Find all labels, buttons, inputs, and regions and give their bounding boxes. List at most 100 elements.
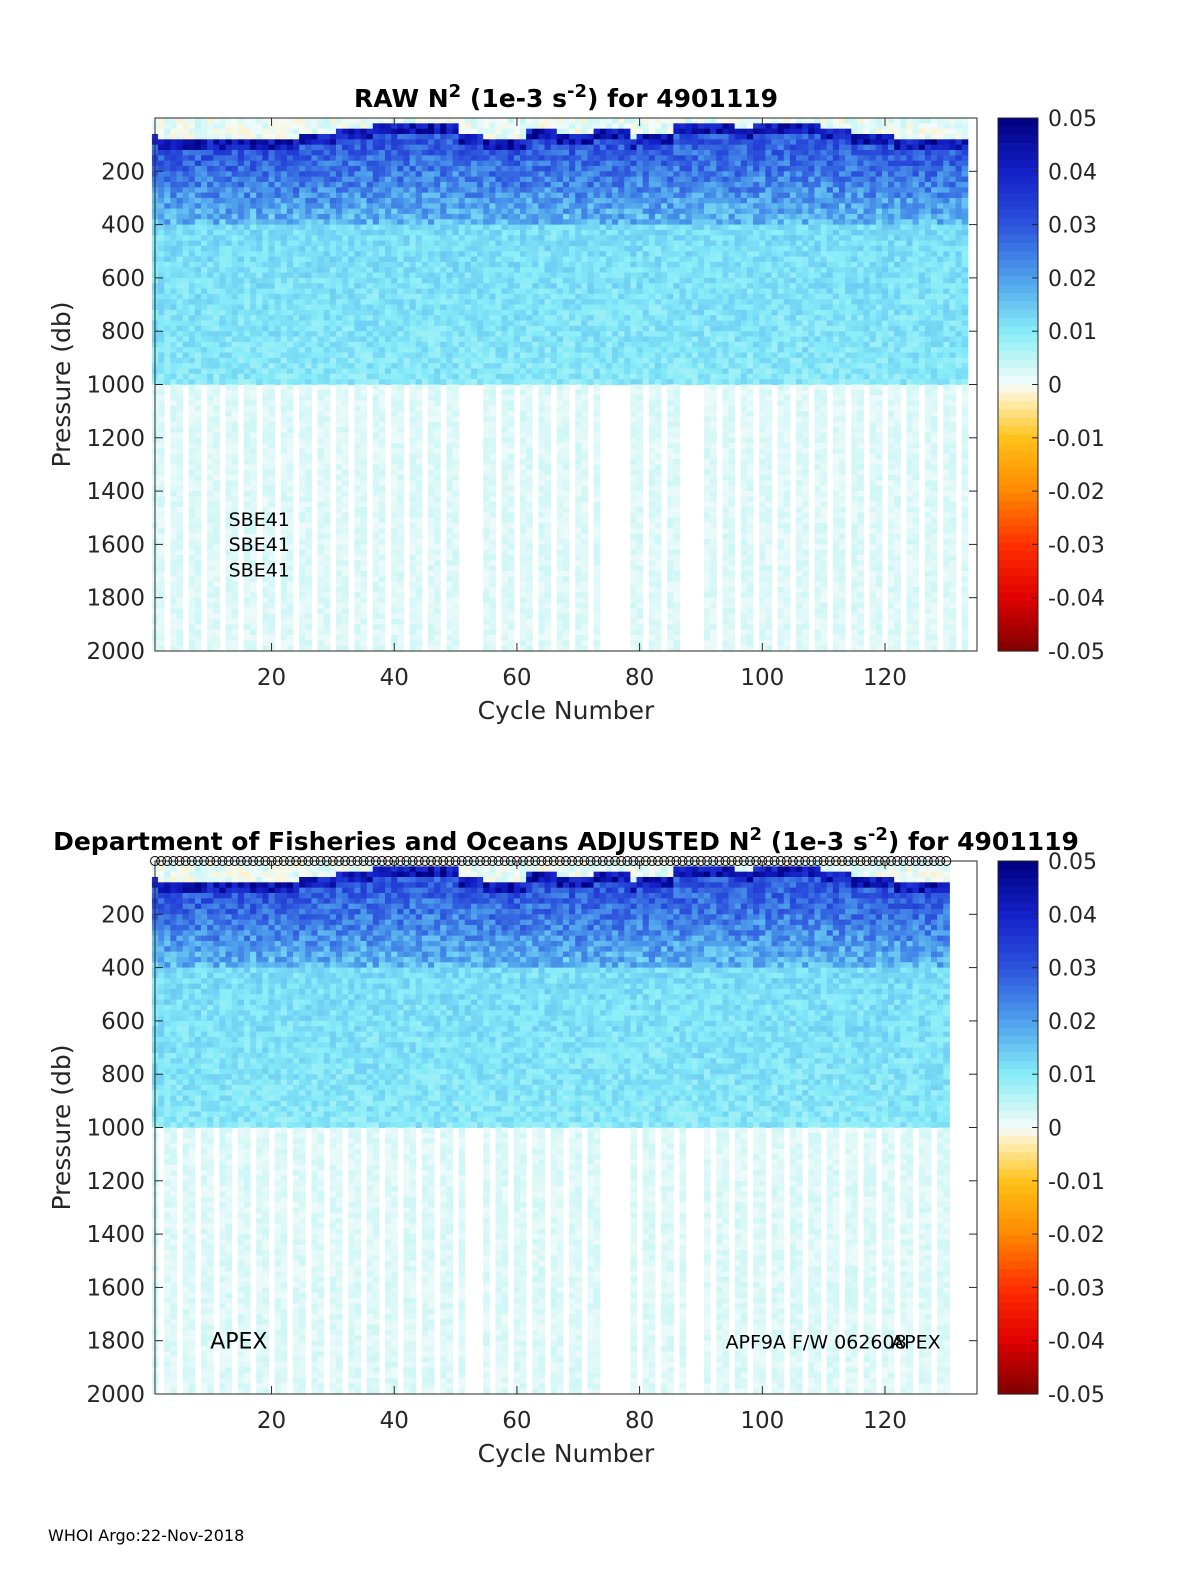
heatmap-cell bbox=[354, 187, 361, 193]
heatmap-cell bbox=[176, 363, 183, 369]
heatmap-cell bbox=[434, 369, 441, 375]
heatmap-cell bbox=[373, 150, 380, 156]
heatmap-cell bbox=[391, 219, 398, 225]
heatmap-cell bbox=[336, 155, 343, 161]
heatmap-cell bbox=[440, 273, 447, 279]
heatmap-cell bbox=[207, 640, 214, 646]
heatmap-cell bbox=[453, 496, 460, 502]
heatmap-cell bbox=[324, 598, 331, 604]
heatmap-cell bbox=[256, 139, 263, 145]
heatmap-cell bbox=[201, 273, 208, 279]
heatmap-cell bbox=[391, 422, 398, 428]
heatmap-cell bbox=[232, 486, 239, 492]
heatmap-cell bbox=[293, 187, 300, 193]
heatmap-cell bbox=[195, 353, 202, 359]
heatmap-cell bbox=[495, 134, 502, 140]
heatmap-cell bbox=[287, 262, 294, 268]
heatmap-cell bbox=[207, 400, 214, 406]
heatmap-cell bbox=[176, 299, 183, 305]
heatmap-cell bbox=[207, 443, 214, 449]
heatmap-cell bbox=[195, 246, 202, 252]
heatmap-cell bbox=[219, 166, 226, 172]
heatmap-cell bbox=[262, 395, 269, 401]
heatmap-cell bbox=[428, 198, 435, 204]
heatmap-cell bbox=[189, 416, 196, 422]
heatmap-cell bbox=[299, 400, 306, 406]
heatmap-cell bbox=[164, 379, 171, 385]
heatmap-cell bbox=[158, 560, 165, 566]
heatmap-cell bbox=[287, 491, 294, 497]
heatmap-cell bbox=[428, 267, 435, 273]
heatmap-cell bbox=[403, 209, 410, 215]
heatmap-cell bbox=[397, 374, 404, 380]
heatmap-cell bbox=[226, 395, 233, 401]
heatmap-cell bbox=[189, 347, 196, 353]
heatmap-cell bbox=[440, 305, 447, 311]
heatmap-cell bbox=[195, 550, 202, 556]
heatmap-cell bbox=[520, 337, 527, 343]
heatmap-cell bbox=[176, 235, 183, 241]
heatmap-cell bbox=[483, 230, 490, 236]
heatmap-cell bbox=[354, 571, 361, 577]
heatmap-cell bbox=[183, 241, 190, 247]
heatmap-cell bbox=[275, 166, 282, 172]
heatmap-cell bbox=[403, 353, 410, 359]
heatmap-cell bbox=[219, 150, 226, 156]
heatmap-cell bbox=[403, 161, 410, 167]
heatmap-cell bbox=[170, 395, 177, 401]
heatmap-cell bbox=[232, 598, 239, 604]
heatmap-cell bbox=[213, 251, 220, 257]
heatmap-cell bbox=[311, 289, 318, 295]
heatmap-cell bbox=[520, 470, 527, 476]
heatmap-cell bbox=[342, 374, 349, 380]
heatmap-cell bbox=[268, 299, 275, 305]
heatmap-cell bbox=[158, 550, 165, 556]
heatmap-cell bbox=[483, 603, 490, 609]
heatmap-cell bbox=[453, 278, 460, 284]
heatmap-cell bbox=[318, 321, 325, 327]
heatmap-cell bbox=[428, 566, 435, 572]
heatmap-cell bbox=[379, 145, 386, 151]
heatmap-cell bbox=[502, 592, 509, 598]
heatmap-cell bbox=[170, 315, 177, 321]
heatmap-cell bbox=[213, 150, 220, 156]
heatmap-cell bbox=[318, 459, 325, 465]
heatmap-cell bbox=[226, 353, 233, 359]
heatmap-cell bbox=[354, 257, 361, 263]
heatmap-cell bbox=[207, 342, 214, 348]
heatmap-cell bbox=[508, 491, 515, 497]
heatmap-cell bbox=[446, 267, 453, 273]
heatmap-cell bbox=[397, 182, 404, 188]
heatmap-cell bbox=[471, 273, 478, 279]
heatmap-cell bbox=[189, 523, 196, 529]
heatmap-cell bbox=[250, 640, 257, 646]
heatmap-cell bbox=[385, 337, 392, 343]
heatmap-cell bbox=[391, 619, 398, 625]
heatmap-cell bbox=[250, 155, 257, 161]
heatmap-cell bbox=[318, 619, 325, 625]
heatmap-cell bbox=[477, 337, 484, 343]
heatmap-cell bbox=[391, 432, 398, 438]
heatmap-cell bbox=[299, 321, 306, 327]
heatmap-cell bbox=[361, 512, 368, 518]
heatmap-cell bbox=[508, 347, 515, 353]
heatmap-cell bbox=[293, 246, 300, 252]
heatmap-cell bbox=[170, 598, 177, 604]
heatmap-cell bbox=[483, 523, 490, 529]
heatmap-cell bbox=[410, 283, 417, 289]
heatmap-cell bbox=[213, 640, 220, 646]
heatmap-cell bbox=[232, 219, 239, 225]
heatmap-cell bbox=[195, 203, 202, 209]
heatmap-cell bbox=[367, 294, 374, 300]
heatmap-cell bbox=[226, 379, 233, 385]
heatmap-cell bbox=[281, 614, 288, 620]
heatmap-cell bbox=[287, 363, 294, 369]
heatmap-cell bbox=[354, 203, 361, 209]
heatmap-cell bbox=[170, 129, 177, 135]
heatmap-cell bbox=[226, 416, 233, 422]
heatmap-cell bbox=[379, 209, 386, 215]
heatmap-cell bbox=[244, 129, 251, 135]
heatmap-cell bbox=[232, 305, 239, 311]
heatmap-cell bbox=[219, 363, 226, 369]
heatmap-cell bbox=[226, 598, 233, 604]
